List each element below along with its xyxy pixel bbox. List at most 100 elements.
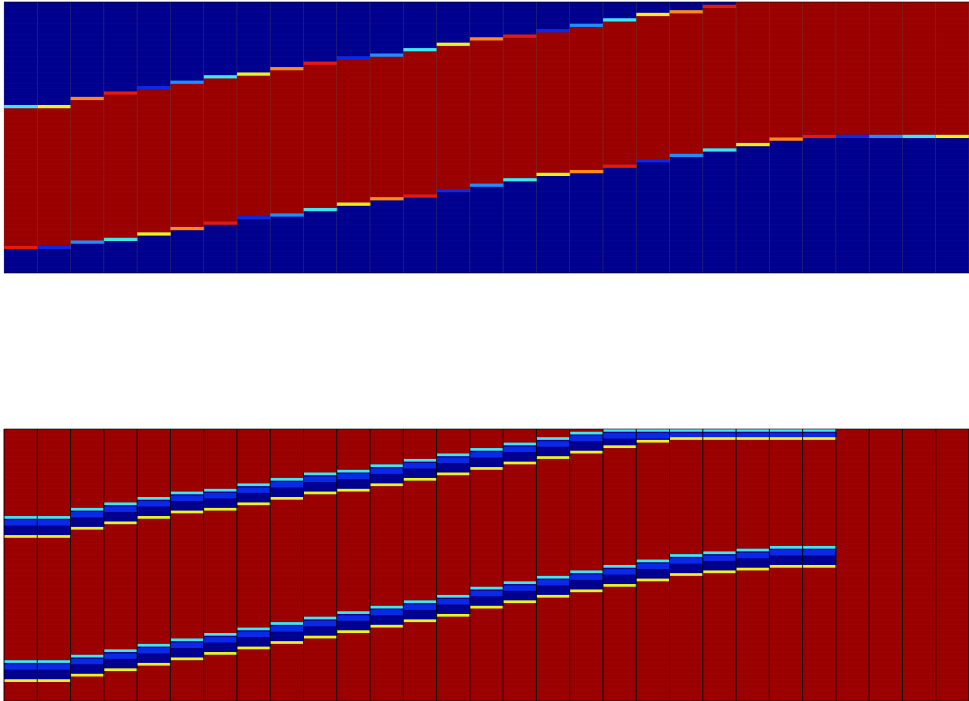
heatmap-band-cell [336, 469, 371, 492]
heatmap-edge-cell [769, 429, 804, 432]
heatmap-band-cell [103, 502, 138, 525]
heatmap-band-cell [469, 448, 504, 470]
heatmap-band-core-cell [769, 550, 804, 556]
heatmap-band-core-cell [702, 555, 737, 561]
heatmap-edge-cell [170, 638, 205, 642]
heatmap-edge-cell [303, 616, 338, 620]
heatmap-edge-cell [669, 153, 704, 158]
heatmap-edge-cell [669, 429, 704, 432]
heatmap-band-core-cell [636, 433, 671, 439]
heatmap-band-core-cell [303, 620, 338, 627]
heatmap-band-cell [602, 20, 637, 165]
heatmap-edge-cell [736, 429, 770, 432]
heatmap-band-cell [869, 2, 903, 135]
heatmap-edge-cell [236, 483, 271, 487]
heatmap-edge-cell [702, 148, 737, 152]
heatmap-edge-cell [469, 37, 504, 41]
heatmap-edge-cell [303, 472, 338, 476]
heatmap-band-cell [569, 431, 604, 454]
heatmap-band-cell [4, 107, 38, 246]
heatmap-band-cell [70, 654, 105, 677]
heatmap-edge-cell [103, 237, 138, 242]
heatmap-edge-cell [902, 134, 937, 139]
heatmap-edge-cell [103, 668, 138, 672]
heatmap-edge-cell [636, 12, 671, 17]
heatmap-edge-cell [802, 437, 837, 440]
heatmap-edge-cell [669, 573, 704, 576]
heatmap-edge-cell [4, 679, 38, 682]
heatmap-band-cell [137, 643, 171, 666]
heatmap-edge-cell [602, 445, 637, 449]
heatmap-edge-cell [536, 172, 571, 176]
heatmap-edge-cell [203, 488, 238, 492]
heatmap-band-core-cell [303, 476, 338, 483]
heatmap-band-core-cell [536, 579, 571, 586]
heatmap-edge-cell [37, 245, 72, 250]
heatmap-edge-cell [469, 183, 504, 187]
heatmap-edge-cell [103, 91, 138, 95]
heatmap-band-cell [403, 458, 438, 481]
heatmap-band-cell [569, 26, 604, 171]
heatmap-edge-cell [503, 442, 537, 446]
heatmap-edge-cell [270, 67, 304, 71]
heatmap-edge-cell [270, 477, 304, 481]
heatmap-edge-cell [303, 61, 338, 65]
heatmap-band-cell [70, 99, 105, 241]
heatmap-band-cell [103, 94, 138, 238]
heatmap-edge-cell [203, 75, 238, 79]
heatmap-edge-cell [636, 439, 671, 443]
heatmap-band-cell [403, 600, 438, 623]
heatmap-edge-cell [503, 600, 537, 604]
heatmap-edge-cell [303, 491, 338, 495]
heatmap-band-cell [370, 464, 404, 487]
heatmap-panel-top [3, 1, 969, 274]
heatmap-edge-cell [403, 194, 438, 198]
heatmap-edge-cell [70, 673, 105, 677]
heatmap-band-core-cell [236, 487, 271, 493]
heatmap-band-core-cell [536, 441, 571, 447]
heatmap-band-cell [469, 39, 504, 184]
heatmap-edge-cell [702, 4, 737, 8]
heatmap-edge-cell [170, 510, 205, 514]
heatmap-band-cell [270, 622, 304, 644]
heatmap-edge-cell [736, 548, 770, 552]
heatmap-band-cell [103, 649, 138, 672]
heatmap-band-core-cell [4, 664, 38, 670]
heatmap-band-core-cell [370, 468, 404, 474]
heatmap-band-cell [702, 551, 737, 574]
heatmap-edge-cell [370, 464, 404, 468]
heatmap-edge-cell [769, 437, 804, 440]
heatmap-edge-cell [503, 34, 537, 38]
heatmap-edge-cell [835, 134, 870, 139]
heatmap-edge-cell [769, 565, 804, 568]
heatmap-edge-cell [4, 245, 38, 250]
heatmap-edge-cell [602, 429, 637, 432]
heatmap-band-core-cell [469, 590, 504, 597]
heatmap-edge-cell [4, 660, 38, 663]
heatmap-edge-cell [70, 240, 105, 244]
heatmap-band-cell [403, 50, 438, 195]
heatmap-edge-cell [70, 526, 105, 530]
heatmap-edge-cell [370, 624, 404, 628]
heatmap-band-core-cell [403, 463, 438, 469]
heatmap-edge-cell [336, 488, 371, 492]
heatmap-panel-bottom [3, 428, 969, 701]
heatmap-band-core-cell [503, 446, 537, 453]
heatmap-band-core-cell [469, 452, 504, 458]
heatmap-edge-cell [769, 545, 804, 549]
heatmap-edge-cell [203, 221, 238, 225]
heatmap-edge-cell [602, 18, 637, 22]
heatmap-band-core-cell [569, 574, 604, 580]
heatmap-edge-cell [203, 507, 238, 511]
heatmap-edge-cell [37, 660, 72, 663]
heatmap-band-core-cell [602, 569, 637, 575]
heatmap-band-core-cell [736, 433, 770, 439]
heatmap-band-cell [137, 497, 171, 519]
heatmap-band-cell [702, 7, 737, 149]
heatmap-band-cell [902, 2, 937, 135]
heatmap-band-core-cell [70, 511, 105, 518]
heatmap-band-core-cell [403, 604, 438, 610]
heatmap-band-cell [636, 15, 671, 160]
heatmap-edge-cell [70, 507, 105, 511]
heatmap-band-core-cell [103, 653, 138, 659]
